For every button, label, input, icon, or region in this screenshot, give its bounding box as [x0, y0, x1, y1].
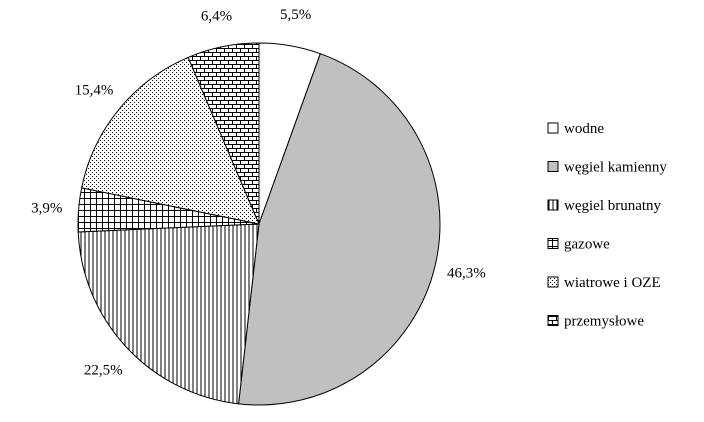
legend: wodne węgiel kamienny węgiel brunatny gazow… [547, 121, 667, 330]
value-label-wegiel-brunatny: 22,5% [84, 362, 123, 378]
pie-slice-wegiel-brunatny [77, 223, 260, 405]
legend-swatch-wegiel-kamienny [547, 161, 559, 172]
pie-value-labels: 5,5% 46,3% 22,5% 3,9% 15,4% 6,4% [31, 7, 486, 378]
pie-slice-przemyslowe [187, 42, 260, 225]
pie-slices [77, 42, 441, 406]
value-label-wegiel-kamienny: 46,3% [447, 265, 486, 281]
legend-label-gazowe: gazowe [564, 237, 610, 253]
legend-label-przemyslowe: przemysłowe [564, 314, 644, 330]
pie-slice-wiatrowe-i-oze [81, 56, 260, 225]
value-label-gazowe: 3,9% [31, 200, 62, 216]
legend-label-wegiel-brunatny: węgiel brunatny [564, 198, 662, 214]
legend-label-wodne: wodne [564, 121, 604, 137]
pie-slice-wegiel-kamienny [238, 53, 441, 406]
legend-swatch-wodne [547, 122, 559, 134]
legend-swatch-przemyslowe [547, 315, 559, 326]
value-label-wodne: 5,5% [280, 7, 311, 23]
legend-swatch-gazowe [547, 238, 559, 249]
legend-swatch-wegiel-brunatny [547, 199, 559, 211]
legend-swatch-wiatrowe-i-oze [547, 276, 559, 288]
value-label-wiatrowe-i-oze: 15,4% [75, 82, 114, 98]
value-label-przemyslowe: 6,4% [201, 8, 232, 24]
legend-label-wegiel-kamienny: węgiel kamienny [564, 160, 667, 176]
legend-label-wiatrowe-i-oze: wiatrowe i OZE [564, 275, 661, 291]
